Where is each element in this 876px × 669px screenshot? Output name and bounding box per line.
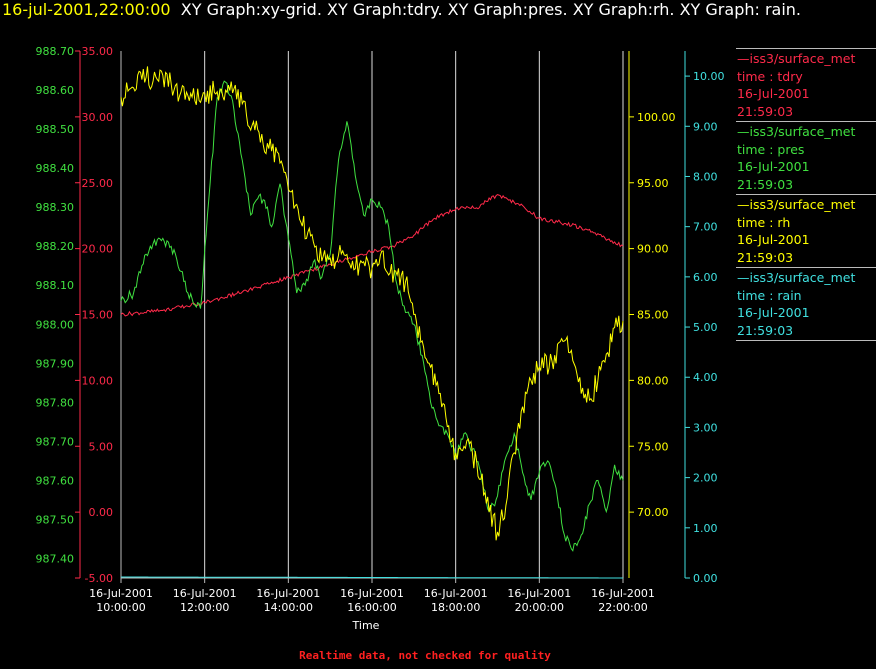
x-tick-label-date: 16-Jul-2001 xyxy=(340,587,404,600)
y-tick-label-tdry: 35.00 xyxy=(82,45,114,58)
series-line-tdry xyxy=(120,194,624,317)
legend: —iss3/surface_met time : tdry 16-Jul-2001 2… xyxy=(736,48,876,341)
header-timestamp: 16-jul-2001,22:00:00 xyxy=(2,0,171,19)
y-tick-label-pres: 987.80 xyxy=(36,396,75,409)
y-tick-label-rain: 0.00 xyxy=(693,572,718,585)
y-tick-label-pres: 987.90 xyxy=(36,357,75,370)
x-tick-label-date: 16-Jul-2001 xyxy=(173,587,237,600)
legend-line: 21:59:03 xyxy=(737,103,794,119)
legend-line: 16-Jul-2001 xyxy=(737,86,810,101)
legend-line: time : tdry xyxy=(737,68,803,84)
x-tick-label-time: 18:00:00 xyxy=(431,601,480,614)
x-tick-label-time: 20:00:00 xyxy=(515,601,564,614)
header-titles: XY Graph:xy-grid. XY Graph:tdry. XY Grap… xyxy=(180,0,802,19)
legend-line: time : pres xyxy=(737,141,805,157)
y-tick-label-pres: 988.20 xyxy=(36,240,75,253)
y-tick-label-pres: 988.40 xyxy=(36,162,75,175)
y-tick-label-tdry: 10.00 xyxy=(82,374,114,387)
y-tick-label-pres: 988.50 xyxy=(36,123,75,136)
legend-line: —iss3/surface_met xyxy=(737,51,856,66)
quality-note: Realtime data, not checked for quality xyxy=(299,649,551,662)
legend-line: 21:59:03 xyxy=(737,322,794,338)
x-tick-label-date: 16-Jul-2001 xyxy=(424,587,488,600)
legend-line: —iss3/surface_met xyxy=(737,124,856,139)
y-tick-label-rain: 9.00 xyxy=(693,120,718,133)
y-tick-label-tdry: 20.00 xyxy=(82,243,114,256)
y-tick-label-rh: 100.00 xyxy=(637,111,676,124)
y-tick-label-rain: 1.00 xyxy=(693,522,718,535)
y-tick-label-rain: 5.00 xyxy=(693,321,718,334)
y-tick-label-rain: 4.00 xyxy=(693,371,718,384)
y-tick-label-rain: 8.00 xyxy=(693,170,718,183)
legend-line: time : rain xyxy=(737,287,802,303)
x-tick-label-time: 12:00:00 xyxy=(180,601,229,614)
y-tick-label-pres: 988.10 xyxy=(36,279,75,292)
y-tick-label-rain: 7.00 xyxy=(693,221,718,234)
legend-bottom-rule xyxy=(736,340,876,341)
y-tick-label-pres: 988.60 xyxy=(36,84,75,97)
series-line-rain xyxy=(121,576,623,579)
y-tick-label-tdry: 30.00 xyxy=(82,111,114,124)
chart-header: 16-jul-2001,22:00:00 XY Graph:xy-grid. X… xyxy=(2,0,874,20)
y-tick-label-tdry: 15.00 xyxy=(82,309,114,322)
y-tick-label-rh: 85.00 xyxy=(637,309,669,322)
y-tick-label-rh: 70.00 xyxy=(637,506,669,519)
y-tick-label-rain: 2.00 xyxy=(693,472,718,485)
y-tick-label-rain: 10.00 xyxy=(693,70,725,83)
x-tick-label-time: 10:00:00 xyxy=(96,601,145,614)
x-tick-label-date: 16-Jul-2001 xyxy=(591,587,655,600)
x-tick-label-time: 14:00:00 xyxy=(264,601,313,614)
series-line-pres xyxy=(120,80,624,552)
y-tick-label-pres: 988.30 xyxy=(36,201,75,214)
x-tick-label-time: 16:00:00 xyxy=(347,601,396,614)
legend-line: 16-Jul-2001 xyxy=(737,305,810,320)
y-tick-label-tdry: 25.00 xyxy=(82,177,114,190)
legend-line: 21:59:03 xyxy=(737,249,794,265)
y-tick-label-tdry: 0.00 xyxy=(89,506,114,519)
y-tick-label-pres: 988.70 xyxy=(36,45,75,58)
legend-line: time : rh xyxy=(737,214,791,230)
y-tick-label-rh: 90.00 xyxy=(637,243,669,256)
y-tick-label-pres: 987.60 xyxy=(36,474,75,487)
y-tick-label-rain: 6.00 xyxy=(693,271,718,284)
y-tick-label-tdry: 5.00 xyxy=(89,440,114,453)
x-axis-title: Time xyxy=(352,619,380,632)
y-tick-label-tdry: -5.00 xyxy=(85,572,113,585)
y-tick-label-rh: 95.00 xyxy=(637,177,669,190)
x-tick-label-date: 16-Jul-2001 xyxy=(507,587,571,600)
y-tick-label-rh: 75.00 xyxy=(637,440,669,453)
legend-line: 21:59:03 xyxy=(737,176,794,192)
y-tick-label-rh: 80.00 xyxy=(637,374,669,387)
x-tick-label-time: 22:00:00 xyxy=(598,601,647,614)
series-line-rh xyxy=(120,66,624,541)
legend-line: 16-Jul-2001 xyxy=(737,232,810,247)
legend-line: —iss3/surface_met xyxy=(737,197,856,212)
y-tick-label-pres: 987.50 xyxy=(36,513,75,526)
legend-line: —iss3/surface_met xyxy=(737,270,856,285)
y-tick-label-rain: 3.00 xyxy=(693,421,718,434)
legend-line: 16-Jul-2001 xyxy=(737,159,810,174)
y-tick-label-pres: 987.70 xyxy=(36,435,75,448)
x-tick-label-date: 16-Jul-2001 xyxy=(256,587,320,600)
y-tick-label-pres: 988.00 xyxy=(36,318,75,331)
x-tick-label-date: 16-Jul-2001 xyxy=(89,587,153,600)
y-tick-label-pres: 987.40 xyxy=(36,552,75,565)
